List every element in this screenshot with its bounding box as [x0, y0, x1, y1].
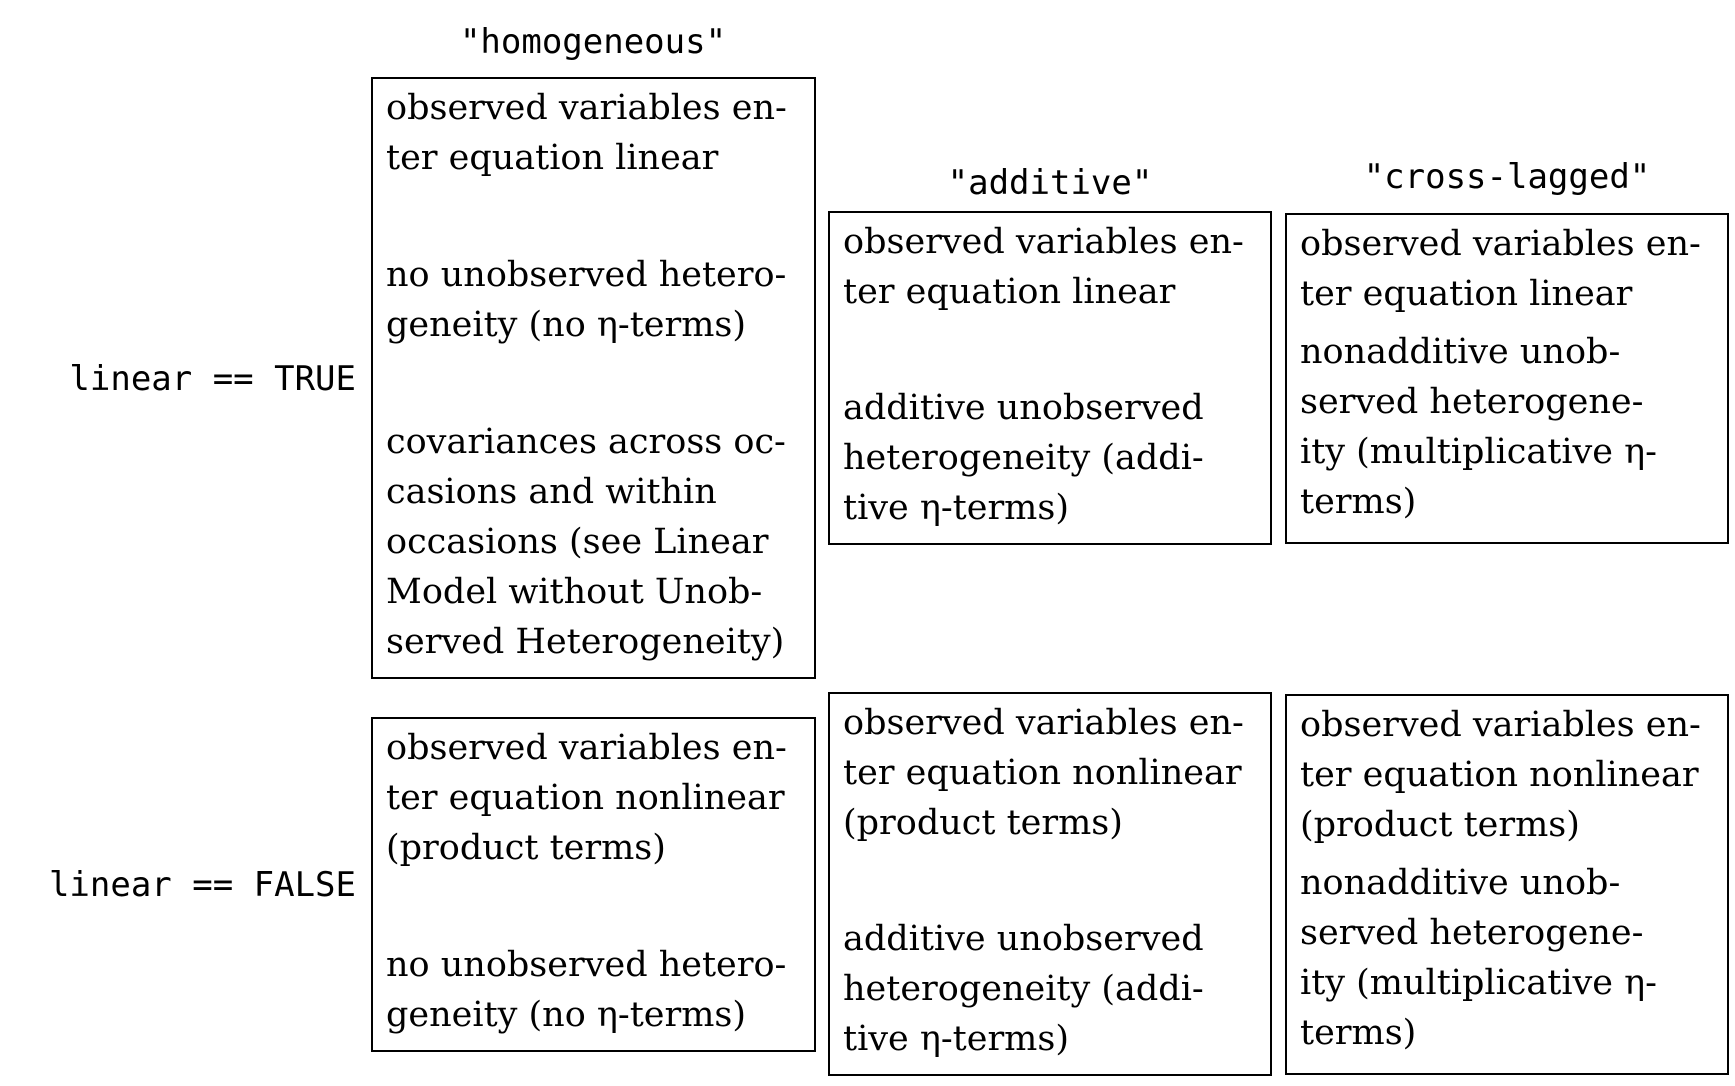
cell-linear-true-homogeneous: observed variables en- ter equation line…	[371, 77, 816, 679]
cell-linear-true-additive: observed variables en- ter equation line…	[828, 211, 1272, 545]
row-label-linear-false: linear == FALSE	[48, 865, 356, 905]
cell-item: observed variables en- ter equation nonl…	[843, 703, 1244, 843]
cell-linear-false-cross-lagged: observed variables en- ter equation nonl…	[1285, 694, 1729, 1075]
row-label-linear-true: linear == TRUE	[69, 359, 356, 399]
column-header-additive: "additive"	[947, 163, 1153, 203]
cell-item: observed variables en- ter equation nonl…	[1300, 705, 1701, 845]
cell-item: observed variables en- ter equation line…	[1300, 224, 1701, 314]
cell-item: covariances across oc- casions and withi…	[386, 422, 786, 662]
cell-item: no unobserved hetero- geneity (no η-term…	[386, 945, 787, 1035]
cell-item: nonadditive unob- served heterogene- ity…	[1300, 863, 1657, 1053]
cell-item: additive unobserved heterogeneity (addi-…	[843, 388, 1204, 528]
cell-item: observed variables en- ter equation line…	[843, 222, 1244, 312]
cell-item: observed variables en- ter equation line…	[386, 88, 787, 178]
cell-linear-true-cross-lagged: observed variables en- ter equation line…	[1285, 213, 1729, 544]
cell-item: nonadditive unob- served heterogene- ity…	[1300, 332, 1657, 522]
cell-item: no unobserved hetero- geneity (no η-term…	[386, 255, 787, 345]
column-header-homogeneous: "homogeneous"	[459, 22, 727, 62]
cell-linear-false-additive: observed variables en- ter equation nonl…	[828, 692, 1272, 1076]
cell-item: additive unobserved heterogeneity (addi-…	[843, 919, 1204, 1059]
column-header-cross-lagged: "cross-lagged"	[1363, 157, 1651, 197]
cell-item: observed variables en- ter equation nonl…	[386, 728, 787, 868]
cell-linear-false-homogeneous: observed variables en- ter equation nonl…	[371, 717, 816, 1052]
